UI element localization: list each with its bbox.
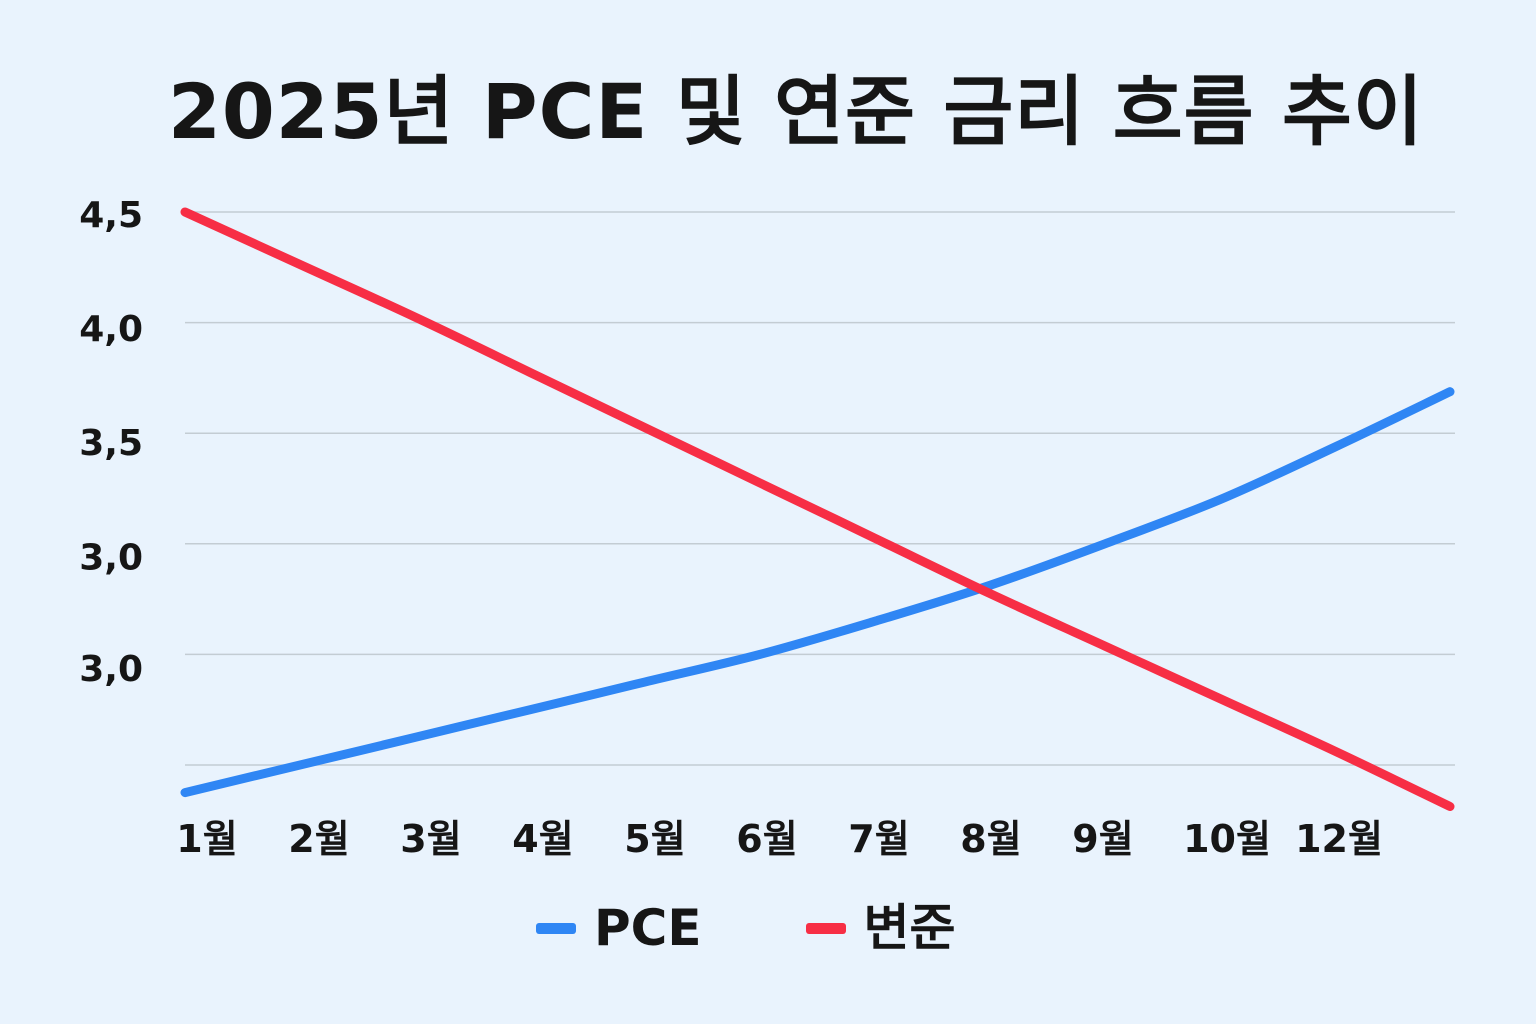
chart-title: 2025년 PCE 및 연준 금리 흐름 추이	[168, 67, 1424, 156]
x-axis-ticks: 1월 2월 3월 4월 5월 6월 7월 8월 9월 10월 12월	[176, 817, 1383, 861]
x-tick-label: 4월	[512, 817, 573, 861]
y-tick-label: 3,0	[79, 649, 143, 690]
x-tick-label: 12월	[1295, 817, 1383, 861]
y-tick-label: 4,0	[79, 309, 143, 350]
x-tick-label: 10월	[1183, 817, 1271, 861]
y-tick-label: 3,5	[79, 423, 143, 464]
series-line-rate	[180, 207, 1455, 811]
x-tick-label: 2월	[288, 817, 349, 861]
y-tick-label: 4,5	[79, 195, 143, 236]
series-lines	[180, 207, 1455, 811]
legend-item-pce: PCE	[536, 898, 702, 958]
legend-label-pce: PCE	[594, 899, 702, 957]
gridlines	[185, 211, 1455, 766]
series-line-pce	[180, 387, 1455, 798]
x-tick-label: 9월	[1072, 817, 1133, 861]
x-tick-label: 6월	[736, 817, 797, 861]
x-tick-label: 5월	[624, 817, 685, 861]
legend-swatch-rate	[805, 922, 846, 934]
y-tick-label: 3,0	[79, 537, 143, 578]
y-axis-ticks: 4,5 4,0 3,5 3,0 3,0	[79, 195, 143, 690]
legend-swatch-pce	[536, 922, 576, 934]
legend-item-rate: 변준	[805, 898, 956, 958]
x-tick-label: 7월	[848, 817, 909, 861]
line-chart: 4,5 4,0 3,5 3,0 3,0 1월 2월 3월 4월 5월 6월 7월 8월 9월 10월 12월	[79, 195, 1455, 861]
legend: PCE 변준	[536, 898, 956, 958]
legend-label-rate: 변준	[863, 899, 956, 957]
x-tick-label: 1월	[176, 817, 237, 861]
x-tick-label: 8월	[960, 817, 1021, 861]
x-tick-label: 3월	[400, 817, 461, 861]
